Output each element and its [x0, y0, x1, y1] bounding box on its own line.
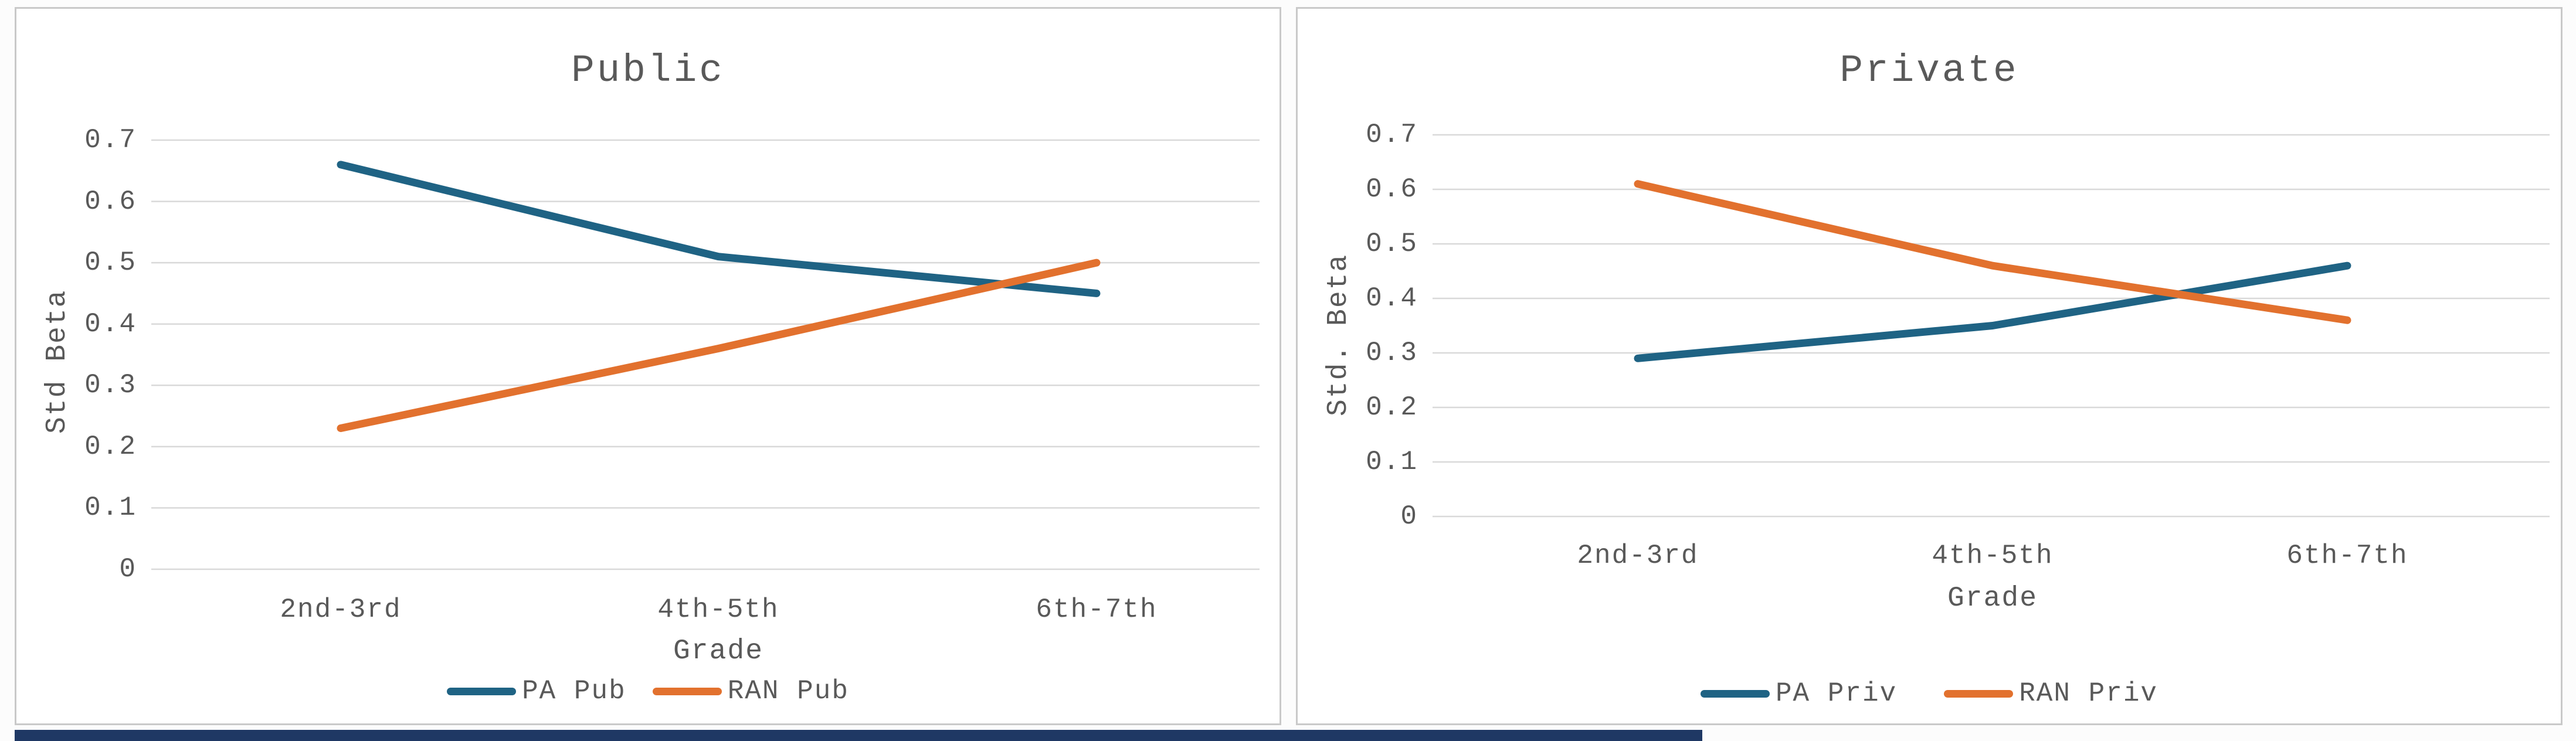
- y-tick-label: 0: [1400, 501, 1418, 532]
- y-tick-label: 0.1: [84, 492, 137, 524]
- legend-label: PA Pub: [522, 676, 626, 706]
- y-tick-label: 0.6: [84, 186, 137, 217]
- y-tick-label: 0: [119, 554, 137, 584]
- legend-line-swatch: [1944, 689, 2014, 698]
- legend-line-swatch: [652, 687, 722, 695]
- private-legend: PA Priv RAN Priv: [1298, 678, 2561, 709]
- public-chart-plot: [151, 139, 1260, 570]
- y-tick-label: 0.7: [1366, 120, 1418, 150]
- line-pa-priv: [1634, 261, 2351, 362]
- x-category-label: 2nd-3rd: [1577, 541, 1699, 571]
- chart-panel-0: Public Std Beta Grade PA Pub RAN Pub 0 0.1…: [15, 7, 1281, 725]
- bottom-window-strip: [15, 730, 1702, 741]
- line-pa-pub: [337, 161, 1101, 297]
- y-tick-label: 0.2: [84, 431, 137, 462]
- line-ran-pub: [337, 259, 1101, 432]
- x-category-label: 6th-7th: [1036, 594, 1158, 625]
- x-category-label: 2nd-3rd: [280, 594, 402, 625]
- y-tick-label: 0.4: [84, 308, 137, 339]
- y-tick-label: 0.3: [1366, 338, 1418, 368]
- x-category-label: 4th-5th: [1932, 541, 2054, 571]
- public-legend: PA Pub RAN Pub: [16, 676, 1279, 706]
- y-tick-label: 0.1: [1366, 447, 1418, 477]
- y-tick-label: 0.3: [84, 370, 137, 401]
- x-category-label: 6th-7th: [2286, 541, 2408, 571]
- public-chart-title: Public: [571, 49, 725, 93]
- legend-line-swatch: [1700, 689, 1770, 698]
- y-tick-label: 0.6: [1366, 174, 1418, 205]
- private-chart-plot: [1433, 134, 2550, 518]
- legend-item-pa-priv: PA Priv: [1700, 678, 1898, 709]
- line-ran-priv: [1634, 180, 2351, 324]
- y-tick-label: 0.7: [84, 125, 137, 155]
- x-category-label: 4th-5th: [657, 594, 779, 625]
- legend-item-ran-pub: RAN Pub: [652, 676, 849, 706]
- legend-label: PA Priv: [1775, 678, 1898, 709]
- private-x-axis-label: Grade: [1947, 583, 2038, 614]
- legend-label: RAN Pub: [727, 676, 849, 706]
- y-tick-label: 0.2: [1366, 392, 1418, 423]
- legend-label: RAN Priv: [2019, 678, 2158, 709]
- y-tick-label: 0.5: [1366, 229, 1418, 259]
- legend-item-ran-priv: RAN Priv: [1944, 678, 2158, 709]
- chart-panel-1: Private Std. Beta Grade PA Priv RAN Priv …: [1296, 7, 2563, 725]
- legend-line-swatch: [447, 687, 517, 695]
- private-chart-title: Private: [1839, 49, 2019, 93]
- y-tick-label: 0.4: [1366, 283, 1418, 314]
- y-tick-label: 0.5: [84, 247, 137, 278]
- public-x-axis-label: Grade: [673, 635, 764, 667]
- legend-item-pa-pub: PA Pub: [447, 676, 626, 706]
